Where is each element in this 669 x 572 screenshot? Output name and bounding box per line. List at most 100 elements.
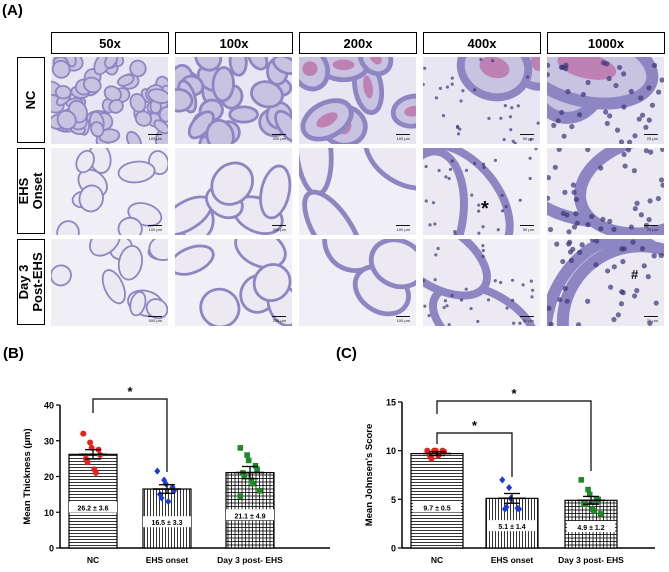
data-point — [516, 505, 523, 513]
scale-bar — [520, 133, 534, 135]
y-tick-label: 0 — [49, 544, 54, 554]
micrograph-r1-c5: 20 µm — [547, 57, 664, 144]
bar-value-label: 26.2 ± 3.6 — [77, 506, 108, 513]
scale-bar — [644, 224, 658, 226]
micrograph-r1-c2: 200 µm — [175, 57, 292, 144]
scale-bar — [148, 224, 162, 226]
micrograph-r1-c1: 100 µm — [51, 57, 168, 144]
micrograph-r2-c1: 100 µm — [51, 148, 168, 235]
thickness-chart: 0 10 20 30 40 Mean Thickness (µm) 26.2 ± 3.6 NC… — [22, 384, 330, 565]
y-tick-label: 40 — [44, 401, 54, 411]
data-point — [237, 493, 244, 499]
bar-1 — [410, 452, 464, 549]
data-point — [80, 430, 87, 437]
asterisk-marker: * — [481, 198, 489, 220]
scale-label: 200 µm — [272, 136, 286, 141]
bar-label-bg — [69, 501, 117, 513]
data-point — [256, 488, 263, 494]
row-header-label: Day 3 Post-EHS — [16, 252, 45, 312]
significance-star: * — [472, 418, 478, 433]
micrograph-r1-c4: 50 µm — [423, 57, 540, 144]
row-header-label: NC — [23, 90, 38, 110]
y-tick-label: 5 — [391, 495, 396, 505]
micrograph-r2-c3: 100 µm — [299, 148, 416, 235]
scale-label: 50 µm — [522, 136, 534, 141]
category-label: NC — [87, 555, 99, 565]
micrograph-r3-c3: 100 µm — [299, 239, 416, 326]
column-header-400x: 400x — [423, 32, 541, 54]
data-point — [503, 503, 510, 511]
y-tick-label: 20 — [44, 472, 54, 482]
data-point — [499, 476, 506, 484]
y-tick-label: 15 — [386, 398, 396, 408]
bar-value-label: 5.1 ± 1.4 — [498, 524, 525, 531]
data-point — [252, 462, 259, 469]
bar-label-bg — [413, 501, 461, 513]
scale-bar — [148, 315, 162, 317]
row-header-2: EHS Onset — [16, 148, 45, 234]
micrograph-r2-c4: 50 µm * — [423, 148, 540, 235]
significance-star: * — [127, 384, 133, 399]
data-point — [237, 445, 244, 451]
scale-bar — [396, 224, 410, 226]
scale-bar — [520, 224, 534, 226]
scale-bar — [396, 133, 410, 135]
data-point — [250, 480, 256, 487]
data-point — [84, 459, 91, 466]
scale-bar — [396, 315, 410, 317]
category-label: Day 3 post- EHS — [558, 555, 624, 565]
scale-label: 100 µm — [396, 136, 410, 141]
data-point — [154, 467, 161, 475]
bar-value-label: 9.7 ± 0.5 — [423, 505, 450, 512]
data-point — [597, 511, 604, 517]
scale-label: 100 µm — [396, 318, 410, 323]
category-label: Day 3 post- EHS — [217, 555, 283, 565]
scale-bar — [272, 224, 286, 226]
micrograph-r3-c5: 20 µm # — [547, 239, 664, 326]
panel-a-label: (A) — [2, 2, 23, 19]
bar-label-bg — [567, 520, 615, 532]
data-point — [241, 473, 248, 480]
data-point — [424, 447, 431, 454]
micrograph-r3-c2: 200 µm — [175, 239, 292, 326]
significance-bracket — [436, 400, 592, 471]
scale-label: 50 µm — [522, 318, 534, 323]
y-tick-label: 0 — [391, 544, 396, 554]
y-tick-label: 30 — [44, 436, 54, 446]
scale-label: 200 µm — [272, 227, 286, 232]
data-point — [578, 477, 585, 483]
scale-label: 100 µm — [148, 227, 162, 232]
scale-bar — [272, 315, 286, 317]
panel-c-label: (C) — [336, 345, 357, 362]
column-header-1000x: 1000x — [547, 32, 665, 54]
data-point — [87, 439, 94, 446]
data-point — [245, 457, 252, 464]
scale-label: 20 µm — [646, 318, 658, 323]
row-header-label: EHS Onset — [16, 172, 45, 210]
micrograph-r3-c1: 500 µm — [51, 239, 168, 326]
johnsen-score-chart: 0 5 10 15 Mean Johnsen's Score 9.7 ± 0.5 NC 5.1… — [364, 386, 655, 565]
scale-label: 20 µm — [646, 136, 658, 141]
data-point — [92, 469, 99, 476]
bar-label-bg — [488, 520, 536, 532]
y-tick-label: 10 — [386, 446, 396, 456]
scale-bar — [644, 315, 658, 317]
y-axis-label: Mean Thickness (µm) — [22, 428, 33, 524]
column-header-50x: 50x — [51, 32, 169, 54]
scale-bar — [272, 133, 286, 135]
significance-star: * — [511, 386, 517, 401]
micrograph-r3-c4: 50 µm — [423, 239, 540, 326]
bar-value-label: 21.1 ± 4.9 — [234, 513, 265, 520]
scale-bar — [520, 315, 534, 317]
data-point — [428, 455, 435, 462]
data-point — [506, 484, 513, 492]
scale-bar — [644, 133, 658, 135]
y-axis-label: Mean Johnsen's Score — [364, 424, 375, 527]
bar-label-bg — [143, 516, 191, 528]
panel-b-label: (B) — [3, 345, 24, 362]
bar-label-bg — [226, 509, 274, 521]
scale-label: 500 µm — [148, 318, 162, 323]
category-label: NC — [431, 555, 443, 565]
data-point — [586, 491, 593, 498]
micrograph-r2-c5: 20 µm — [547, 148, 664, 235]
